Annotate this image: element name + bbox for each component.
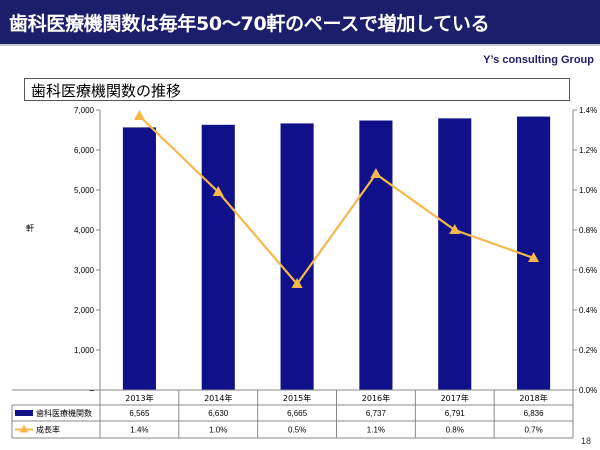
left-tick-label: 2,000 — [74, 306, 95, 315]
line-point — [528, 252, 540, 262]
left-tick-label: 3,000 — [74, 266, 95, 275]
page-number: 18 — [580, 436, 591, 446]
slide-title: 歯科医療機関数は毎年50〜70軒のペースで増加している — [9, 13, 490, 35]
right-tick-label: 1.4% — [579, 106, 597, 115]
bar-data-label: 6,630 — [208, 409, 229, 418]
bar-data-label: 6,565 — [129, 409, 150, 418]
line-data-label: 1.1% — [367, 426, 385, 435]
line-data-label: 0.5% — [288, 426, 306, 435]
left-tick-label: 4,000 — [74, 226, 95, 235]
x-tick-label: 2013年 — [125, 393, 153, 403]
bar-data-label: 6,836 — [524, 409, 545, 418]
legend-line-marker — [19, 424, 29, 433]
title-bar: 歯科医療機関数は毎年50〜70軒のペースで増加している — [0, 0, 600, 44]
line-point — [133, 110, 145, 120]
line-data-label: 0.7% — [524, 426, 542, 435]
right-tick-label: 1.0% — [579, 186, 597, 195]
left-tick-label: 1,000 — [74, 346, 95, 355]
right-tick-label: 0.8% — [579, 226, 597, 235]
x-tick-label: 2016年 — [362, 393, 390, 403]
bar — [201, 124, 235, 391]
line-point — [291, 278, 303, 288]
bar — [280, 123, 314, 391]
bar-data-label: 6,737 — [366, 409, 387, 418]
bar-data-label: 6,791 — [445, 409, 466, 418]
right-tick-label: 0.0% — [579, 386, 597, 395]
x-tick-label: 2017年 — [441, 393, 469, 403]
line-series — [133, 110, 540, 288]
growth-line — [138, 115, 534, 286]
right-axis-ticks: 0.0% 0.2% 0.4% 0.6% 0.8% 1.0% 1.2% 1.4% — [573, 106, 597, 395]
right-tick-label: 0.4% — [579, 306, 597, 315]
company-name: Y’s consulting Group — [483, 54, 594, 66]
right-tick-label: 0.6% — [579, 266, 597, 275]
subtitle-box: 歯科医療機関数の推移 — [24, 78, 570, 101]
legend-line-name: 成長率 — [36, 425, 60, 435]
line-data-label: 1.0% — [209, 426, 227, 435]
bar — [438, 118, 472, 391]
line-point — [212, 186, 224, 196]
line-point — [449, 224, 461, 234]
line-point — [370, 168, 382, 178]
right-tick-label: 1.2% — [579, 146, 597, 155]
x-tick-label: 2015年 — [283, 393, 311, 403]
bar-data-label: 6,665 — [287, 409, 308, 418]
y-axis-label: 軒 — [26, 224, 34, 233]
left-tick-label: 7,000 — [74, 106, 95, 115]
bar — [122, 127, 156, 391]
line-data-label: 1.4% — [130, 426, 148, 435]
right-tick-label: 0.2% — [579, 346, 597, 355]
legend-bar-name: 歯科医療機関数 — [36, 408, 92, 418]
chart-subtitle: 歯科医療機関数の推移 — [31, 82, 182, 100]
x-tick-label: 2014年 — [204, 393, 232, 403]
bar-series — [122, 116, 551, 391]
bar — [359, 120, 393, 391]
data-table: 2013年 2014年 2015年 2016年 2017年 2018年歯科医療機関数成長率… — [11, 389, 574, 439]
x-tick-label: 2018年 — [519, 393, 547, 403]
line-data-label: 0.8% — [446, 426, 464, 435]
left-tick-label: 6,000 — [74, 146, 95, 155]
title-underline — [0, 44, 600, 46]
left-tick-label: 5,000 — [74, 186, 95, 195]
legend-bar-key — [15, 410, 33, 416]
